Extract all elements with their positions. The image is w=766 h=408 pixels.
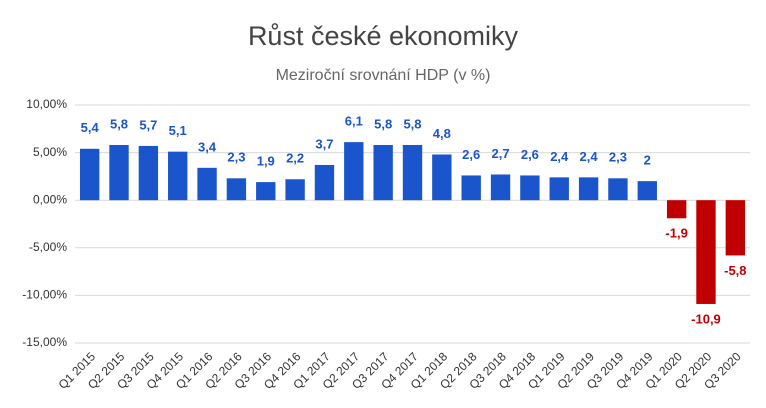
y-tick-label: 10,00% [26,97,67,111]
data-label: 2,2 [286,151,304,166]
data-label: 1,9 [257,154,275,169]
bar [432,154,452,201]
bar [256,182,276,201]
data-label: 2,4 [550,149,569,164]
data-label: 4,8 [433,126,451,141]
bar [226,178,247,201]
data-label: 2,7 [492,146,510,161]
bar [138,145,159,201]
data-label: 3,4 [198,139,217,154]
bar [490,174,511,201]
y-tick-label: 0,00% [33,192,67,206]
bar [549,177,569,201]
data-label: 6,1 [345,114,363,129]
data-label: -1,9 [665,226,687,241]
bar [402,144,423,201]
bar [373,144,393,201]
bar [725,200,746,256]
bar [666,200,687,219]
data-label: 2,3 [609,150,627,165]
bar [461,175,481,201]
bar [285,179,305,201]
data-label: 5,7 [139,117,157,132]
data-label: 2,3 [227,150,245,165]
chart-subtitle: Meziroční srovnání HDP (v %) [276,67,491,84]
bar [79,148,100,201]
y-tick-label: -15,00% [22,335,67,349]
bar [520,175,540,201]
data-label: 5,8 [110,116,128,131]
data-label: 2,4 [580,149,599,164]
bar [608,178,628,201]
bar [197,167,217,201]
bar [109,144,129,201]
data-label: 2,6 [521,147,539,162]
bar [696,200,716,304]
bar [314,164,335,201]
data-label: -5,8 [724,263,746,278]
y-tick-label: -10,00% [22,288,67,302]
y-tick-label: -5,00% [29,240,67,254]
data-label: 2,6 [462,147,480,162]
data-label: 2 [644,153,651,168]
data-label: 5,4 [81,120,100,135]
y-tick-label: 5,00% [33,145,67,159]
bar [344,142,364,201]
bar [168,151,188,201]
data-label: 5,8 [403,116,421,131]
bar [578,177,599,201]
data-label: 5,1 [169,123,187,138]
bar [637,181,657,201]
data-label: 5,8 [374,116,392,131]
data-label: -10,9 [691,311,721,326]
chart-title: Růst české ekonomiky [248,21,519,51]
data-label: 3,7 [315,136,333,151]
